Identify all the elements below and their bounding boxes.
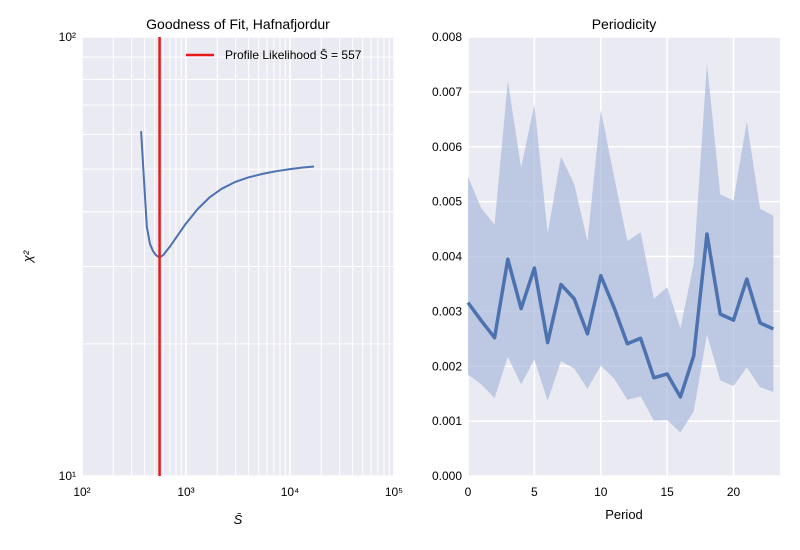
x-tick-label: 0 xyxy=(465,485,472,499)
periodicity-panel: 0 5 10 15 20 0.0000.0010.0020.0030.0040.0050… xyxy=(432,16,780,522)
series-lines xyxy=(466,232,775,399)
x-axis-label: S̄ xyxy=(234,512,243,527)
y-tick-label: 0.000 xyxy=(432,469,462,483)
x-tick-labels: 10² 10³ 10⁴ 10⁵ xyxy=(73,485,403,499)
x-tick-label: 10 xyxy=(594,485,608,499)
major-gridlines xyxy=(81,36,395,477)
y-tick-label: 0.001 xyxy=(432,414,462,428)
y-tick-label: 0.007 xyxy=(432,85,462,99)
y-tick-label: 0.003 xyxy=(432,304,462,318)
plot-area-background xyxy=(82,37,394,476)
y-tick-label: 0.008 xyxy=(432,30,462,44)
y-tick-labels: 10¹ 10² xyxy=(59,30,76,483)
y-axis-label: χ² xyxy=(20,250,35,263)
series-lines xyxy=(140,131,315,259)
x-tick-label: 10² xyxy=(73,485,90,499)
chart-title: Goodness of Fit, Hafnafjordur xyxy=(146,16,330,32)
x-tick-label: 15 xyxy=(660,485,674,499)
y-tick-label: 0.004 xyxy=(432,250,462,264)
periodicity-line xyxy=(466,232,775,399)
y-tick-label: 10² xyxy=(59,30,76,44)
y-tick-label: 0.006 xyxy=(432,140,462,154)
x-axis-label: Period xyxy=(605,507,643,522)
y-tick-label: 0.002 xyxy=(432,359,462,373)
y-tick-label: 0.005 xyxy=(432,195,462,209)
x-tick-labels: 0 5 10 15 20 xyxy=(465,485,741,499)
chart-title: Periodicity xyxy=(592,16,657,32)
minor-gridlines xyxy=(82,37,394,476)
x-tick-label: 10⁵ xyxy=(385,485,403,499)
y-tick-label: 10¹ xyxy=(59,469,76,483)
x-tick-label: 5 xyxy=(531,485,538,499)
legend-label: Profile Likelihood S̄ = 557 xyxy=(225,48,362,62)
y-tick-labels: 0.000 0.001 0.002 0.003 0.004 0.005 0.006 0.007… xyxy=(432,30,462,483)
x-tick-label: 10³ xyxy=(177,485,194,499)
legend: Profile Likelihood S̄ = 557 xyxy=(186,48,362,62)
chi-squared-curve xyxy=(140,131,315,259)
x-tick-label: 10⁴ xyxy=(281,485,300,499)
goodness-of-fit-panel: 10² 10³ 10⁴ 10⁵ 10¹ 10² Goodness of Fit, Haf… xyxy=(20,16,403,527)
x-tick-label: 20 xyxy=(727,485,741,499)
